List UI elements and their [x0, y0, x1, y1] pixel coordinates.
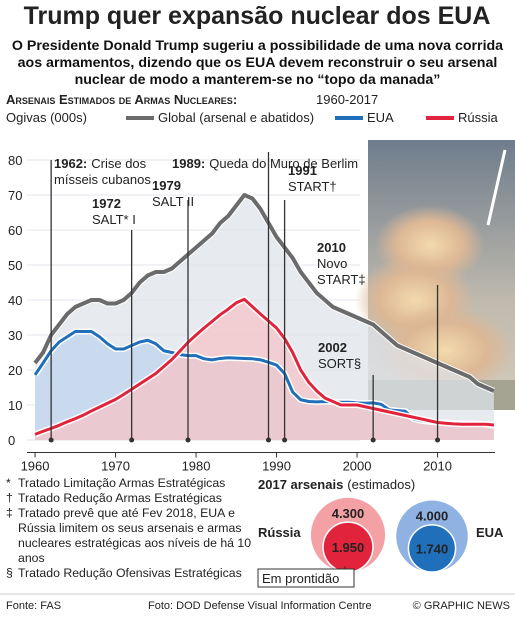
- annotation-dot: [435, 437, 441, 443]
- value-label: 1.950: [332, 540, 365, 555]
- series-label: Em prontidão: [262, 571, 339, 586]
- annotation-text: SORT§: [318, 356, 361, 371]
- callout-box: [257, 568, 355, 588]
- value-label: 4.300: [332, 506, 365, 521]
- footnote: * Tratado Limitação Armas Estratégicas: [6, 476, 256, 491]
- legend-label: Global (arsenal e abatidos): [158, 110, 314, 125]
- copyright: © GRAPHIC NEWS: [413, 600, 510, 612]
- footnote-text: Tratado Limitação Armas Estratégicas: [18, 476, 226, 490]
- series-line: [33, 193, 495, 393]
- y-tick-label: 70: [8, 188, 22, 203]
- bubble-subtitle: (estimados): [347, 477, 415, 492]
- footnote: † Tratado Redução Armas Estratégicas: [6, 491, 256, 506]
- annotation-year: 1979: [152, 178, 181, 193]
- annotation-dot: [48, 437, 54, 443]
- bubble-title-text: 2017 arsenais: [258, 477, 343, 492]
- y-tick-label: 10: [8, 398, 22, 413]
- subtitle: O Presidente Donald Trump sugeriu a poss…: [11, 38, 504, 88]
- x-tick-label: 2000: [343, 459, 372, 474]
- category-label: EUA: [476, 525, 504, 540]
- annotation-year-text: 1979: [152, 178, 181, 193]
- annotation-text: START†: [288, 179, 337, 194]
- legend-label: EUA: [367, 110, 394, 125]
- value-label: 4.000: [416, 509, 449, 524]
- bubble-title: 2017 arsenais (estimados): [258, 477, 415, 492]
- footnote: ‡ Tratado prevê que até Fev 2018, EUA e R…: [6, 506, 256, 566]
- series-line: [34, 297, 495, 436]
- x-tick-label: 1990: [262, 459, 291, 474]
- annotation-text: Crise dos: [91, 156, 146, 171]
- y-tick-label: 30: [8, 328, 22, 343]
- annotation-year: 1989: Queda do Muro de Berlim: [172, 156, 358, 171]
- source: Fonte: FAS: [6, 600, 61, 612]
- annotation-text: Novo: [317, 256, 347, 271]
- x-tick-label: 1980: [182, 459, 211, 474]
- annotation-dot: [282, 437, 288, 443]
- annotation-year: 1972: [92, 196, 121, 211]
- annotation-year-text: 1991: [288, 163, 317, 178]
- annotation-year-text: 1989:: [172, 156, 205, 171]
- footnote-symbol: †: [6, 491, 13, 505]
- chart-title: Arsenais Estimados de Armas Nucleares:: [6, 92, 237, 107]
- photo-credit: Foto: DOD Defense Visual Information Cen…: [148, 600, 372, 612]
- y-tick-label: 80: [8, 153, 22, 168]
- annotation-year-text: 2010: [317, 240, 346, 255]
- annotation-dot: [266, 437, 271, 443]
- footnote-text: Tratado prevê que até Fev 2018, EUA e Rú…: [18, 506, 252, 565]
- y-tick-label: 0: [8, 433, 15, 448]
- chart-subtitle: 1960-2017: [316, 92, 378, 107]
- footnote-symbol: ‡: [6, 506, 13, 520]
- y-axis-label: Ogivas (000s): [6, 110, 87, 125]
- value-label: 1.740: [416, 541, 449, 556]
- x-tick-label: 1970: [101, 459, 130, 474]
- annotation-dot: [129, 437, 135, 443]
- annotation-year: 2002: [318, 340, 347, 355]
- annotation-text: mísseis cubanos: [54, 172, 151, 187]
- x-tick-label: 2010: [423, 459, 452, 474]
- annotation-year: 2010: [317, 240, 346, 255]
- legend-label: Rússia: [458, 110, 499, 125]
- annotation-text: SALT* I: [92, 212, 136, 227]
- series-area: [35, 299, 494, 440]
- bubble-inner: [407, 524, 457, 573]
- annotation-dot: [185, 437, 191, 443]
- annotation-text: START‡: [317, 272, 366, 287]
- annotation-year-text: 2002: [318, 340, 347, 355]
- category-label: Rússia: [258, 525, 301, 540]
- footnote-text: Tratado Redução Ofensivas Estratégicas: [18, 566, 242, 580]
- x-tick-label: 1960: [21, 459, 50, 474]
- y-tick-label: 20: [8, 363, 22, 378]
- annotation-dot: [370, 437, 376, 443]
- annotation-year-text: 1962:: [54, 156, 87, 171]
- y-tick-label: 40: [8, 293, 22, 308]
- annotation-text: SALT II: [152, 194, 194, 209]
- title: Trump quer expansão nuclear dos EUA: [24, 2, 491, 30]
- annotation-year: 1991: [288, 163, 317, 178]
- footnote: § Tratado Redução Ofensivas Estratégicas: [6, 566, 256, 581]
- y-tick-label: 60: [8, 223, 22, 238]
- footnotes: * Tratado Limitação Armas Estratégicas † Tr…: [6, 476, 256, 581]
- annotation-text: Queda do Muro de Berlim: [209, 156, 358, 171]
- annotation-year: 1962: Crise dos: [54, 156, 147, 171]
- y-tick-label: 50: [8, 258, 22, 273]
- footnote-text: Tratado Redução Armas Estratégicas: [18, 491, 222, 505]
- footnote-symbol: §: [6, 566, 13, 580]
- annotation-year-text: 1972: [92, 196, 121, 211]
- footnote-symbol: *: [6, 476, 11, 490]
